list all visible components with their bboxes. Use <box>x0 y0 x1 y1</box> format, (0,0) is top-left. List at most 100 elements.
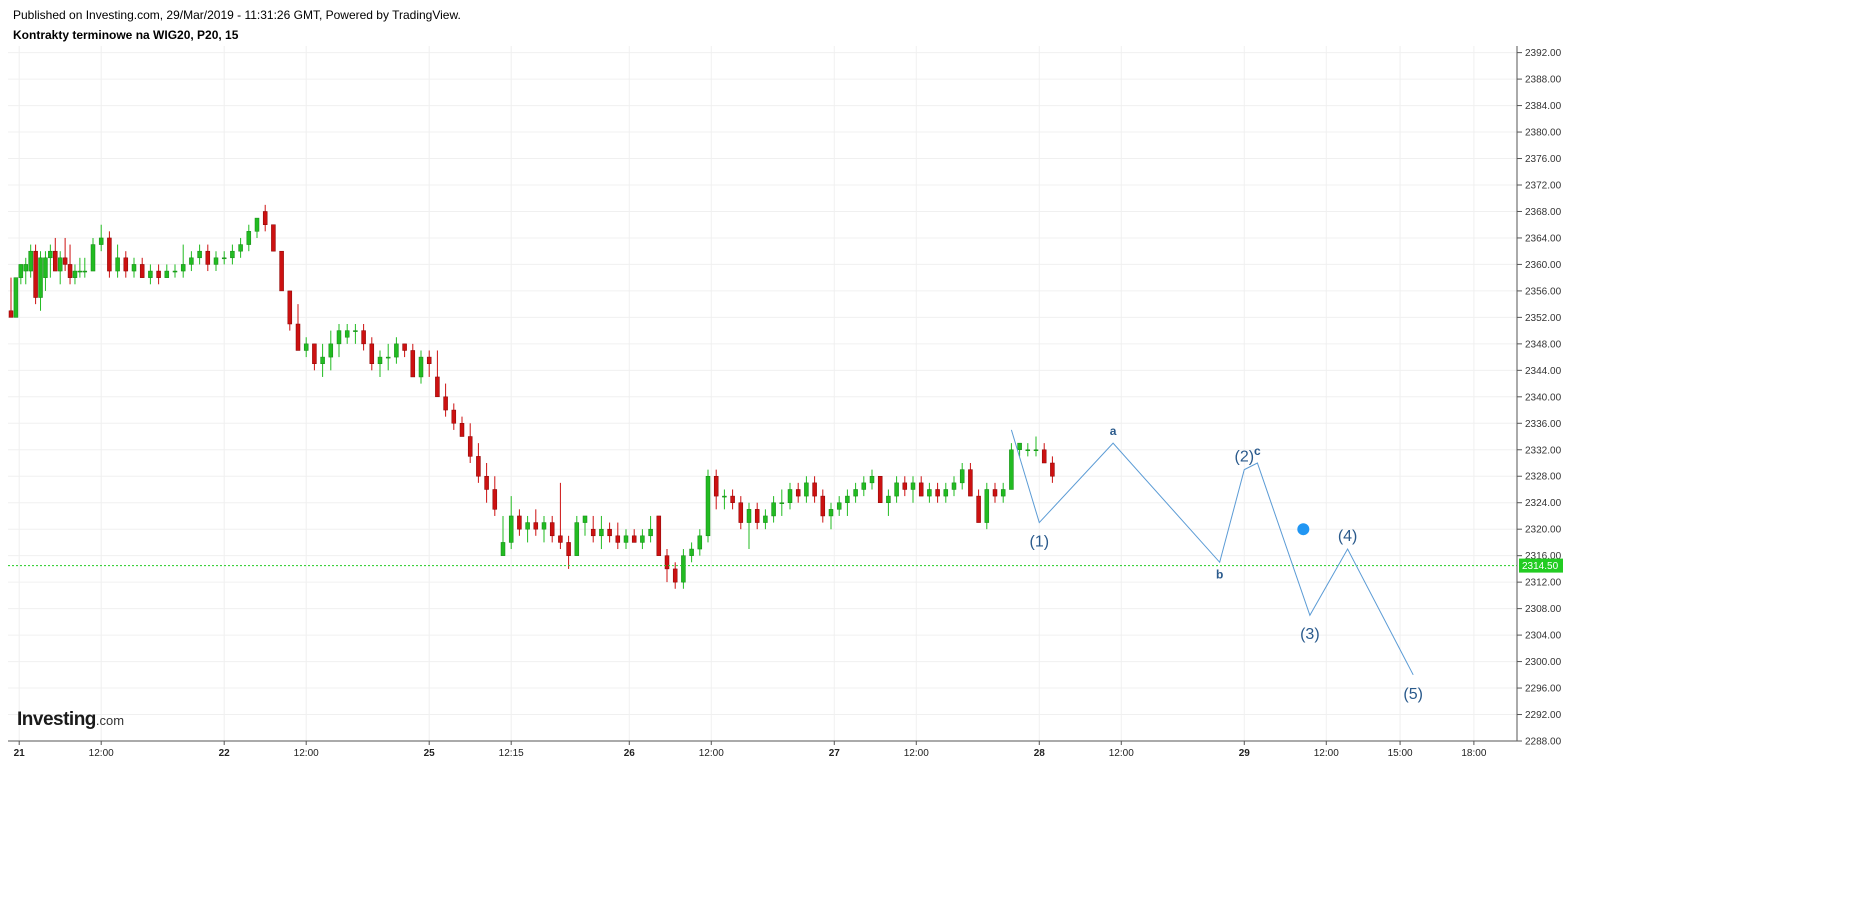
candle-up <box>418 356 424 378</box>
candle-down <box>664 555 670 570</box>
wave-label: b <box>1216 567 1223 581</box>
candle-down <box>67 264 73 278</box>
candle-down <box>476 456 481 477</box>
candle-down <box>443 396 448 411</box>
candle-down <box>62 257 68 265</box>
candle-up <box>689 548 694 556</box>
candle-up <box>43 257 48 278</box>
x-tick-label: 12:00 <box>294 748 319 759</box>
candle-up <box>861 482 867 490</box>
candle-up <box>951 482 957 490</box>
candle-up <box>57 257 63 272</box>
candle-up <box>221 257 227 260</box>
candle-down <box>435 376 440 398</box>
candle-down <box>402 343 407 351</box>
candle-down <box>1050 462 1055 477</box>
wave-label: c <box>1254 444 1261 458</box>
y-tick-label: 2300.00 <box>1525 657 1562 668</box>
candle-down <box>369 343 375 364</box>
y-tick-label: 2388.00 <box>1525 75 1562 86</box>
candle-up <box>1017 442 1022 451</box>
y-tick-label: 2288.00 <box>1525 737 1562 748</box>
y-tick-label: 2316.00 <box>1525 551 1562 562</box>
y-tick-label: 2336.00 <box>1525 419 1562 430</box>
investing-logo: Investing.com <box>17 709 125 730</box>
candle-up <box>197 250 202 259</box>
y-tick-label: 2380.00 <box>1525 128 1562 139</box>
candle-up <box>28 250 33 272</box>
candle-up <box>853 489 858 497</box>
candle-up <box>23 264 29 272</box>
current-price-badge <box>1519 558 1563 573</box>
candle-down <box>8 310 14 318</box>
candle-down <box>517 515 522 530</box>
candle-up <box>845 495 850 503</box>
x-tick-label: 25 <box>424 748 436 759</box>
y-tick-label: 2296.00 <box>1525 684 1562 695</box>
candle-up <box>779 502 785 504</box>
pivot-marker-icon[interactable] <box>1297 523 1310 536</box>
candle-down <box>484 475 489 490</box>
candle-up <box>164 270 170 278</box>
candle-up <box>574 522 580 556</box>
candle-up <box>238 244 243 252</box>
candle-up <box>623 535 629 543</box>
candle-down <box>976 495 981 523</box>
y-tick-label: 2356.00 <box>1525 286 1562 297</box>
candle-down <box>558 535 563 543</box>
x-tick-label: 27 <box>829 748 841 759</box>
y-tick-label: 2340.00 <box>1525 392 1562 403</box>
candle-down <box>607 528 612 537</box>
candle-down <box>205 250 211 265</box>
candle-up <box>246 231 252 245</box>
x-tick-label: 12:15 <box>499 748 524 759</box>
y-tick-label: 2384.00 <box>1525 101 1562 112</box>
candle-down <box>812 482 817 497</box>
candle-down <box>107 237 112 272</box>
candle-down <box>53 250 58 272</box>
y-tick-label: 2364.00 <box>1525 233 1562 244</box>
candle-up <box>894 482 899 497</box>
publish-info: Published on Investing.com, 29/Mar/2019 … <box>13 8 461 22</box>
candle-down <box>295 323 301 351</box>
candle-up <box>131 264 137 272</box>
candle-up <box>804 482 809 497</box>
candle-up <box>148 270 153 278</box>
candle-up <box>508 515 514 543</box>
candle-up <box>48 250 53 259</box>
candle-up <box>336 330 342 345</box>
x-tick-label: 12:00 <box>1314 748 1339 759</box>
candle-up <box>943 489 949 497</box>
y-tick-label: 2320.00 <box>1525 525 1562 536</box>
y-tick-label: 2328.00 <box>1525 472 1562 483</box>
candle-up <box>172 270 178 273</box>
candle-up <box>910 482 916 490</box>
candle-down <box>738 502 744 523</box>
y-tick-label: 2292.00 <box>1525 710 1562 721</box>
x-tick-label: 26 <box>624 748 636 759</box>
candle-down <box>139 264 145 278</box>
x-tick-label: 18:00 <box>1461 748 1486 759</box>
candle-down <box>533 522 539 530</box>
candle-down <box>730 495 735 503</box>
candle-down <box>123 257 129 272</box>
candle-up <box>1033 449 1039 452</box>
wave-label: (2) <box>1234 449 1254 466</box>
candle-down <box>459 423 465 437</box>
y-tick-label: 2360.00 <box>1525 260 1562 271</box>
candle-down <box>902 482 908 490</box>
y-tick-label: 2308.00 <box>1525 604 1562 615</box>
candle-down <box>820 495 826 517</box>
candle-up <box>385 356 391 359</box>
candle-up <box>180 264 186 272</box>
candle-up <box>98 237 104 245</box>
candle-up <box>13 277 19 318</box>
x-tick-label: 12:00 <box>699 748 724 759</box>
candle-up <box>394 343 399 358</box>
candle-down <box>361 330 366 345</box>
y-tick-label: 2352.00 <box>1525 313 1562 324</box>
candle-down <box>451 409 457 424</box>
candle-up <box>836 502 842 510</box>
candle-down <box>271 224 276 252</box>
